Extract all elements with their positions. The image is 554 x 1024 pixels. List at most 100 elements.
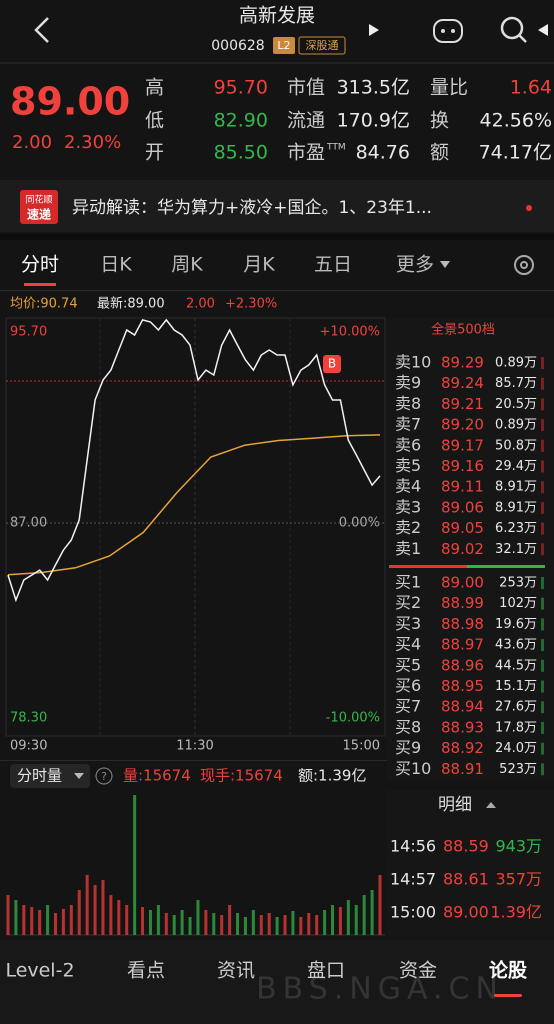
level-bar: [541, 763, 544, 776]
volume-bar: [141, 907, 145, 935]
volume-bar: [299, 917, 303, 935]
level-volume: 24.0万: [495, 741, 537, 756]
next-stock[interactable]: [369, 24, 379, 36]
stat-value: 82.90: [214, 110, 268, 132]
dropdown-caret: [440, 261, 450, 268]
level-label: 卖9: [395, 373, 421, 392]
level-bar: [541, 377, 544, 390]
level-bar: [541, 680, 544, 693]
settings-icon[interactable]: [514, 255, 534, 275]
level-volume: 102万: [499, 596, 537, 611]
dropdown-caret: [74, 773, 84, 779]
level-price: 89.06: [441, 498, 484, 516]
x-tick-label: 15:00: [343, 739, 380, 754]
hand-label: 现手:15674: [200, 767, 283, 785]
nav-tab[interactable]: 资金: [399, 960, 437, 982]
level-price: 88.91: [441, 760, 484, 778]
tab[interactable]: 月K: [243, 254, 275, 276]
stat-value: 95.70: [214, 77, 268, 99]
volume-bar: [204, 910, 208, 935]
news-badge: [20, 190, 58, 224]
nav-tab[interactable]: 论股: [489, 959, 527, 982]
volume-bar: [188, 917, 192, 935]
level-price: 89.24: [441, 374, 484, 392]
help-icon[interactable]: [95, 767, 113, 785]
level-bar: [541, 701, 544, 714]
search-icon[interactable]: [500, 16, 527, 43]
tab[interactable]: 周K: [171, 254, 203, 276]
detail-panel: [387, 790, 554, 935]
volume-bar: [378, 875, 382, 935]
robot-icon[interactable]: [433, 19, 463, 43]
level-price: 89.20: [441, 416, 484, 434]
level-volume: 6.23万: [495, 521, 537, 536]
level-volume: 50.8万: [495, 438, 537, 453]
volume-bar: [220, 915, 224, 935]
level-bar: [541, 460, 544, 473]
trade-price: 88.61: [443, 870, 489, 889]
level-bar: [541, 419, 544, 432]
level-label: 买1: [395, 573, 421, 592]
level-price: 89.02: [441, 540, 484, 558]
back-button[interactable]: [34, 17, 49, 43]
volume-bar: [267, 913, 271, 935]
level-label: 卖2: [395, 518, 421, 537]
volume-bar: [354, 905, 358, 935]
news-badge-top: 同花顺: [25, 194, 52, 206]
stock-name: 高新发展: [239, 5, 315, 27]
help-mark: ?: [101, 770, 107, 783]
tab[interactable]: 更多: [396, 254, 434, 276]
nav-tab[interactable]: 看点: [127, 960, 165, 982]
nav-tab[interactable]: 盘口: [307, 960, 345, 982]
stat-label: 流通: [287, 110, 325, 132]
news-bar[interactable]: [0, 180, 554, 232]
level-price: 88.98: [441, 615, 484, 633]
volume-bar: [77, 890, 81, 935]
level-label: 买4: [395, 635, 421, 654]
volume-bar: [109, 895, 113, 935]
level-volume: 85.7万: [495, 376, 537, 391]
nav-tab[interactable]: 资讯: [217, 960, 255, 982]
trade-time: 15:00: [390, 903, 436, 922]
volume-bar: [307, 913, 311, 935]
level-bar: [541, 481, 544, 494]
y-tick-label: 78.30: [10, 711, 47, 726]
tab[interactable]: 五日: [314, 254, 352, 276]
level-price: 89.16: [441, 457, 484, 475]
volume-bar: [6, 895, 10, 935]
trade-price: 89.00: [443, 903, 489, 922]
level-price: 88.94: [441, 698, 484, 716]
level-label: 买2: [395, 593, 421, 612]
bottom-nav: [0, 940, 554, 1024]
stat-value: 1.64: [510, 77, 552, 99]
volume-title: 分时量: [17, 767, 62, 785]
trade-time: 14:56: [390, 837, 436, 856]
amount-label: 额:1.39亿: [298, 767, 366, 785]
level-price: 89.05: [441, 519, 484, 537]
prev-stock[interactable]: [538, 24, 548, 36]
divider: [0, 234, 554, 240]
news-text[interactable]: 异动解读：华为算力+液冷+国企。1、23年1...: [72, 198, 432, 218]
volume-bar: [346, 900, 350, 935]
nav-tab[interactable]: Level-2: [5, 960, 74, 982]
volume-bar: [69, 905, 73, 935]
avg-price: 均价:90.74: [10, 297, 78, 312]
level-label: 卖6: [395, 435, 421, 454]
trade-volume: 943万: [495, 837, 542, 856]
volume-selector[interactable]: [10, 764, 90, 788]
volume-bar: [283, 915, 287, 935]
tab[interactable]: 分时: [21, 254, 59, 276]
tab[interactable]: 日K: [100, 254, 132, 276]
level-volume: 43.6万: [495, 638, 537, 653]
tab-indicator: [24, 283, 56, 286]
news-badge-bottom: 速递: [27, 207, 51, 222]
level-bar: [541, 618, 544, 631]
volume-bar: [180, 910, 184, 935]
stat-value: 74.17亿: [479, 142, 552, 164]
orderbook-split-sell: [389, 565, 467, 568]
stat-sup: TTM: [326, 143, 346, 153]
pct-tick-label: +10.00%: [320, 325, 380, 340]
level-label: 买7: [395, 697, 421, 716]
volume-bar: [251, 910, 255, 935]
